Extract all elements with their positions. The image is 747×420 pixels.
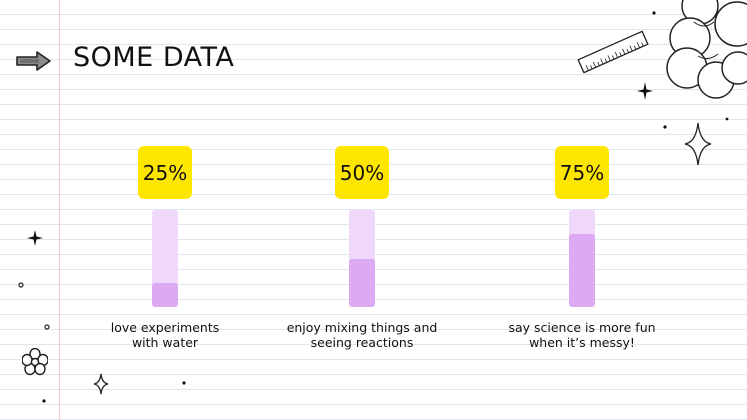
caption-line: enjoy mixing things and <box>286 320 438 335</box>
sparkle-icon <box>684 122 712 166</box>
stat-caption: say science is more fun when it’s messy! <box>482 320 682 350</box>
caption-line: say science is more fun <box>508 320 656 335</box>
percentage-badge: 50% <box>335 146 389 199</box>
progress-bar-track <box>152 210 178 307</box>
progress-bar-fill <box>152 282 178 307</box>
percentage-badge: 25% <box>138 146 192 199</box>
percentage-badge: 75% <box>555 146 609 199</box>
progress-bar-fill <box>349 258 375 307</box>
notebook-margin-line <box>59 0 60 420</box>
ruler-icon <box>577 30 649 74</box>
caption-line: seeing reactions <box>310 335 414 350</box>
sparkle-icon <box>93 373 109 395</box>
sparkle-icon <box>27 230 43 246</box>
arrow-icon <box>16 51 51 71</box>
progress-bar-track <box>349 210 375 307</box>
stat-caption: enjoy mixing things and seeing reactions <box>262 320 462 350</box>
progress-bar-fill <box>569 234 595 307</box>
caption-line: love experiments <box>110 320 220 335</box>
flower-icon <box>22 348 48 376</box>
caption-line: when it’s messy! <box>529 335 635 350</box>
stat-caption: love experiments with water <box>65 320 265 350</box>
sparkle-icon <box>637 82 653 100</box>
slide-title: SOME DATA <box>73 42 235 73</box>
cloud-icon <box>666 0 747 99</box>
caption-line: with water <box>131 335 199 350</box>
progress-bar-track <box>569 210 595 307</box>
